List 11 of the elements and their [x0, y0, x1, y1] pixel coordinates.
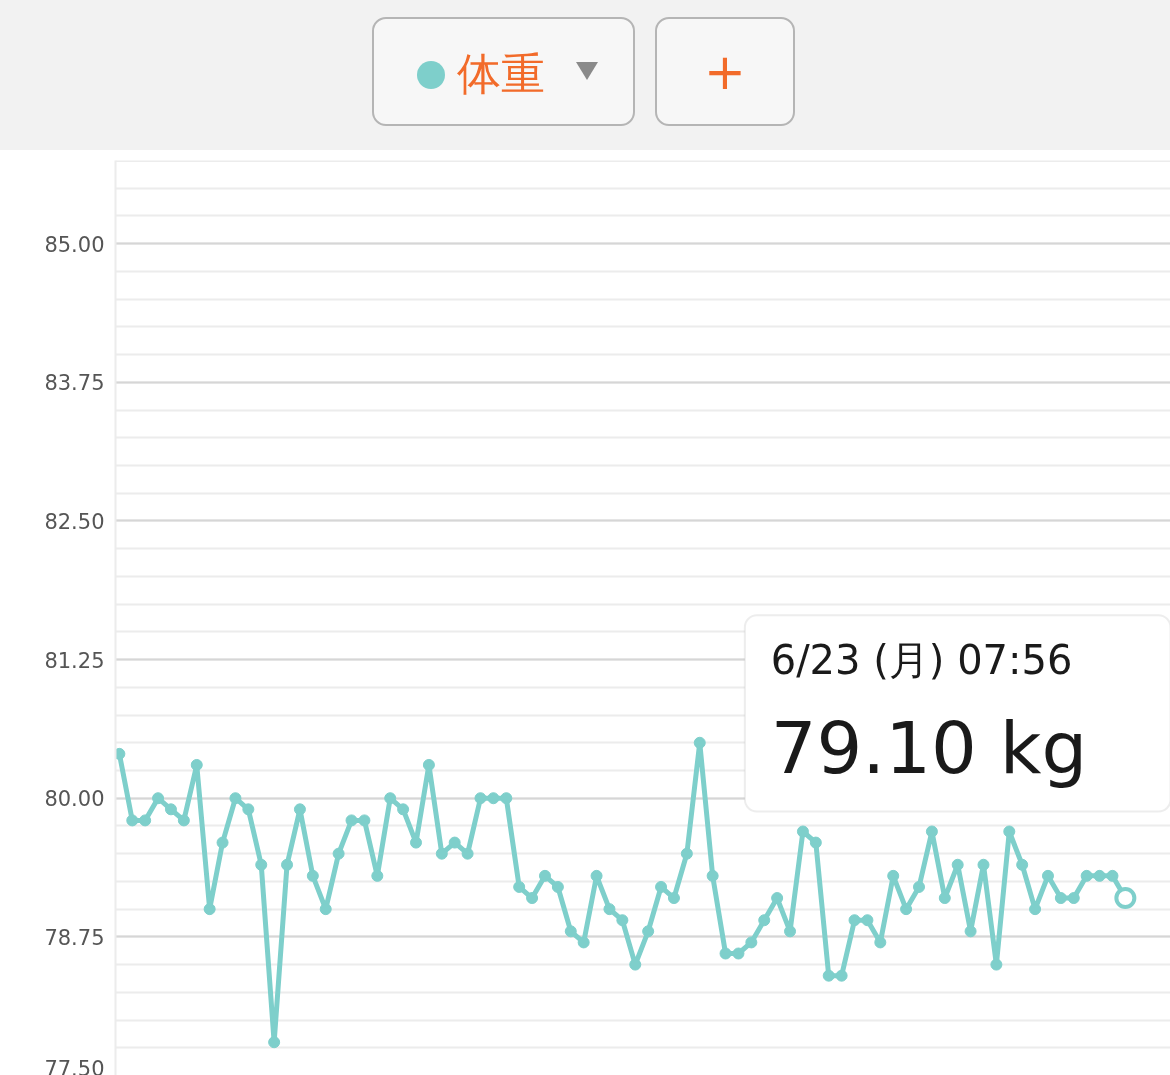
y-tick-label: 82.50 — [44, 509, 105, 534]
y-tick-label: 78.75 — [44, 925, 105, 950]
annotation: 6/23 (月) 07:56 — [770, 636, 1073, 683]
chart-title: 体重 — [457, 47, 545, 101]
y-tick-label: 83.75 — [44, 371, 105, 396]
y-tick-label: 80.00 — [44, 787, 105, 812]
y-tick-label: 85.00 — [44, 232, 105, 257]
annotation: 79.10 kg — [770, 706, 1088, 791]
text: + — [655, 17, 795, 126]
y-tick-label: 81.25 — [44, 648, 105, 673]
y-tick-label: 77.50 — [44, 1056, 105, 1075]
